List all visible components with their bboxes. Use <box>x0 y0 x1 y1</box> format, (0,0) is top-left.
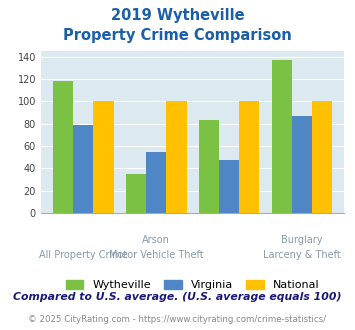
Text: Compared to U.S. average. (U.S. average equals 100): Compared to U.S. average. (U.S. average … <box>13 292 342 302</box>
Bar <box>219 160 239 213</box>
Text: Burglary: Burglary <box>281 235 323 245</box>
Text: Larceny & Theft: Larceny & Theft <box>263 250 341 260</box>
Bar <box>146 151 166 213</box>
Bar <box>126 174 146 213</box>
Text: © 2025 CityRating.com - https://www.cityrating.com/crime-statistics/: © 2025 CityRating.com - https://www.city… <box>28 315 327 324</box>
Bar <box>73 125 93 213</box>
Text: Arson: Arson <box>142 235 170 245</box>
Text: All Property Crime: All Property Crime <box>39 250 128 260</box>
Bar <box>272 60 292 213</box>
Bar <box>166 101 186 213</box>
Text: 2019 Wytheville: 2019 Wytheville <box>111 8 244 23</box>
Text: Motor Vehicle Theft: Motor Vehicle Theft <box>109 250 203 260</box>
Bar <box>53 81 73 213</box>
Bar <box>292 116 312 213</box>
Legend: Wytheville, Virginia, National: Wytheville, Virginia, National <box>66 280 320 290</box>
Bar <box>239 101 260 213</box>
Text: Property Crime Comparison: Property Crime Comparison <box>63 28 292 43</box>
Bar <box>93 101 114 213</box>
Bar <box>312 101 332 213</box>
Bar <box>199 120 219 213</box>
